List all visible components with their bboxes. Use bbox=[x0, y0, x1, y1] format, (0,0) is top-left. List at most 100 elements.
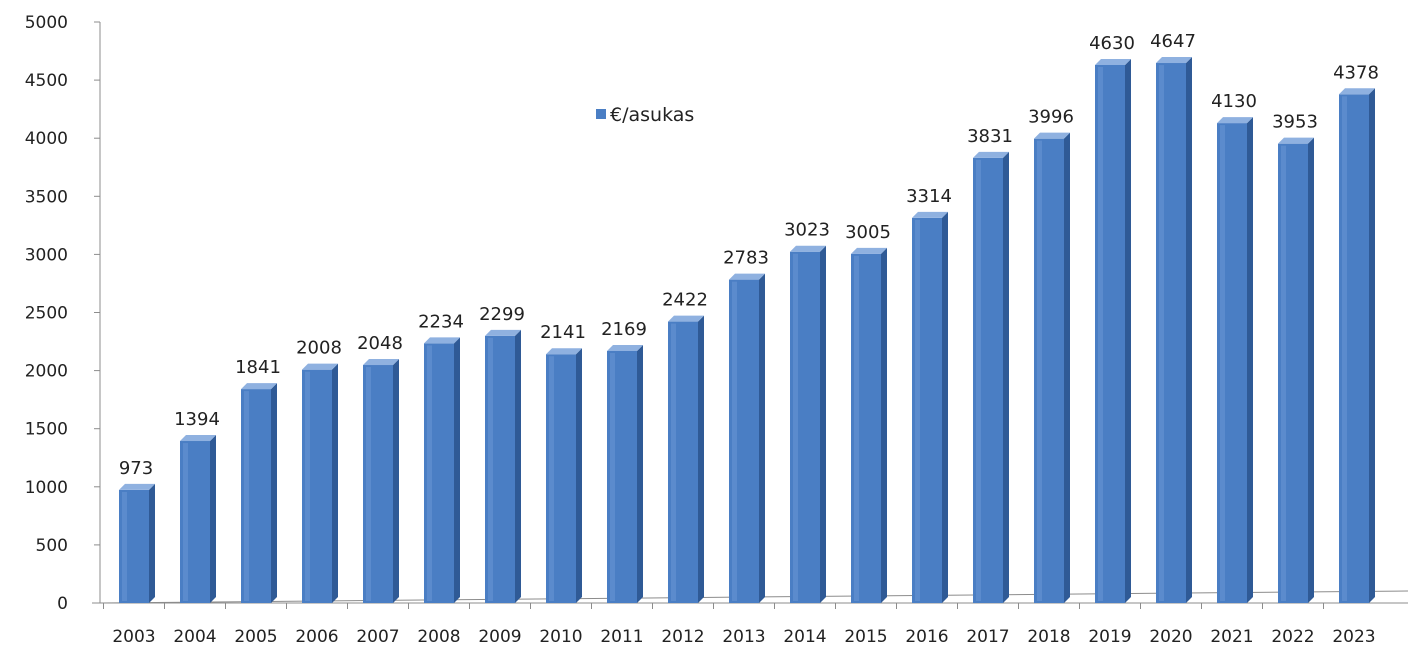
bar-top bbox=[607, 344, 643, 351]
bar-highlight bbox=[244, 391, 249, 601]
data-label-2012: 2422 bbox=[662, 290, 708, 311]
data-label-2022: 3953 bbox=[1272, 112, 1318, 133]
bar-side bbox=[1247, 117, 1253, 604]
bar-highlight bbox=[610, 352, 615, 601]
bar-highlight bbox=[854, 255, 859, 601]
data-label-2021: 4130 bbox=[1211, 91, 1257, 112]
bar-2012 bbox=[668, 315, 704, 603]
y-tick-label: 1000 bbox=[25, 478, 68, 498]
bar-highlight bbox=[549, 356, 554, 601]
bar-highlight bbox=[1281, 145, 1286, 601]
bar-highlight bbox=[1037, 140, 1042, 601]
bar-highlight bbox=[305, 371, 310, 601]
bar-side bbox=[576, 348, 582, 603]
bar-top bbox=[1034, 132, 1070, 139]
bar-side bbox=[698, 315, 704, 603]
bar-top bbox=[302, 363, 338, 370]
data-label-2006: 2008 bbox=[296, 338, 342, 359]
x-tick-label-2017: 2017 bbox=[966, 627, 1009, 647]
bar-2011 bbox=[607, 344, 643, 603]
x-tick-label-2016: 2016 bbox=[905, 627, 948, 647]
bar-top bbox=[180, 435, 216, 442]
bar-side bbox=[1064, 132, 1070, 603]
y-tick-label: 5000 bbox=[25, 13, 68, 33]
bar-top bbox=[1217, 117, 1253, 124]
data-label-2013: 2783 bbox=[723, 248, 769, 269]
bar-highlight bbox=[793, 253, 798, 601]
data-label-2011: 2169 bbox=[601, 319, 647, 340]
bar-side bbox=[881, 247, 887, 603]
legend-swatch bbox=[596, 109, 606, 119]
bar-2015 bbox=[851, 247, 887, 603]
bar-2022 bbox=[1278, 137, 1314, 603]
bar-2007 bbox=[363, 359, 399, 603]
bar-2023 bbox=[1339, 88, 1375, 604]
data-label-2009: 2299 bbox=[479, 304, 525, 325]
x-tick-label-2008: 2008 bbox=[417, 627, 460, 647]
bar-2010 bbox=[546, 348, 582, 603]
bar-side bbox=[393, 359, 399, 603]
x-tick-label-2004: 2004 bbox=[173, 627, 216, 647]
bar-side bbox=[1003, 151, 1009, 603]
bar-highlight bbox=[1098, 66, 1103, 601]
bar-top bbox=[485, 329, 521, 336]
bar-highlight bbox=[1220, 125, 1225, 602]
bar-2003 bbox=[119, 483, 155, 603]
bar-top bbox=[241, 383, 277, 390]
bar-top bbox=[973, 151, 1009, 158]
y-tick-label: 3000 bbox=[25, 245, 68, 265]
data-label-2004: 1394 bbox=[174, 409, 220, 430]
data-label-2005: 1841 bbox=[235, 357, 281, 378]
x-tick-label-2020: 2020 bbox=[1149, 627, 1192, 647]
bar-2014 bbox=[790, 245, 826, 603]
legend-label: €/asukas bbox=[610, 104, 694, 126]
bar-top bbox=[119, 483, 155, 490]
y-tick-label: 2000 bbox=[25, 362, 68, 382]
bar-2018 bbox=[1034, 132, 1070, 603]
x-tick-label-2022: 2022 bbox=[1271, 627, 1314, 647]
data-label-2014: 3023 bbox=[784, 220, 830, 241]
bar-side bbox=[271, 383, 277, 603]
bar-highlight bbox=[671, 323, 676, 601]
x-tick-label-2011: 2011 bbox=[600, 627, 643, 647]
bar-top bbox=[729, 273, 765, 280]
bar-highlight bbox=[976, 159, 981, 601]
bar-highlight bbox=[1159, 65, 1164, 601]
data-labels: 973 1394 1841 2008 2048 2234 2299 2141 2169 2422 2… bbox=[119, 31, 1379, 479]
bar-highlight bbox=[122, 491, 127, 601]
bar-side bbox=[1369, 88, 1375, 604]
bar-side bbox=[332, 363, 338, 603]
bar-highlight bbox=[915, 219, 920, 601]
y-tick-label: 2500 bbox=[25, 304, 68, 324]
bar-side bbox=[1125, 58, 1131, 603]
bar-side bbox=[820, 245, 826, 603]
bar-side bbox=[942, 211, 948, 603]
bar-highlight bbox=[427, 345, 432, 601]
x-tick-label-2006: 2006 bbox=[295, 627, 338, 647]
data-label-2008: 2234 bbox=[418, 311, 464, 332]
data-label-2015: 3005 bbox=[845, 222, 891, 243]
bar-top bbox=[363, 359, 399, 366]
bar-2020 bbox=[1156, 57, 1192, 603]
y-axis-ticks: 0 500 1000 1500 2000 2500 3000 3500 4000 4500 5000 bbox=[25, 13, 100, 614]
bar-highlight bbox=[1342, 96, 1347, 601]
bar-2016 bbox=[912, 211, 948, 603]
data-label-2019: 4630 bbox=[1089, 33, 1135, 54]
y-tick-label: 4500 bbox=[25, 71, 68, 91]
x-tick-label-2005: 2005 bbox=[234, 627, 277, 647]
data-label-2003: 973 bbox=[119, 458, 153, 479]
bar-side bbox=[759, 273, 765, 603]
data-label-2020: 4647 bbox=[1150, 31, 1196, 52]
bar-2017 bbox=[973, 151, 1009, 603]
x-tick-label-2014: 2014 bbox=[783, 627, 826, 647]
x-tick-label-2023: 2023 bbox=[1332, 627, 1375, 647]
data-label-2023: 4378 bbox=[1333, 62, 1379, 83]
bar-top bbox=[1156, 57, 1192, 64]
y-tick-label: 4000 bbox=[25, 129, 68, 149]
x-tick-label-2010: 2010 bbox=[539, 627, 582, 647]
x-tick-label-2019: 2019 bbox=[1088, 627, 1131, 647]
data-label-2007: 2048 bbox=[357, 333, 403, 354]
bars bbox=[119, 57, 1375, 604]
bar-2005 bbox=[241, 383, 277, 603]
